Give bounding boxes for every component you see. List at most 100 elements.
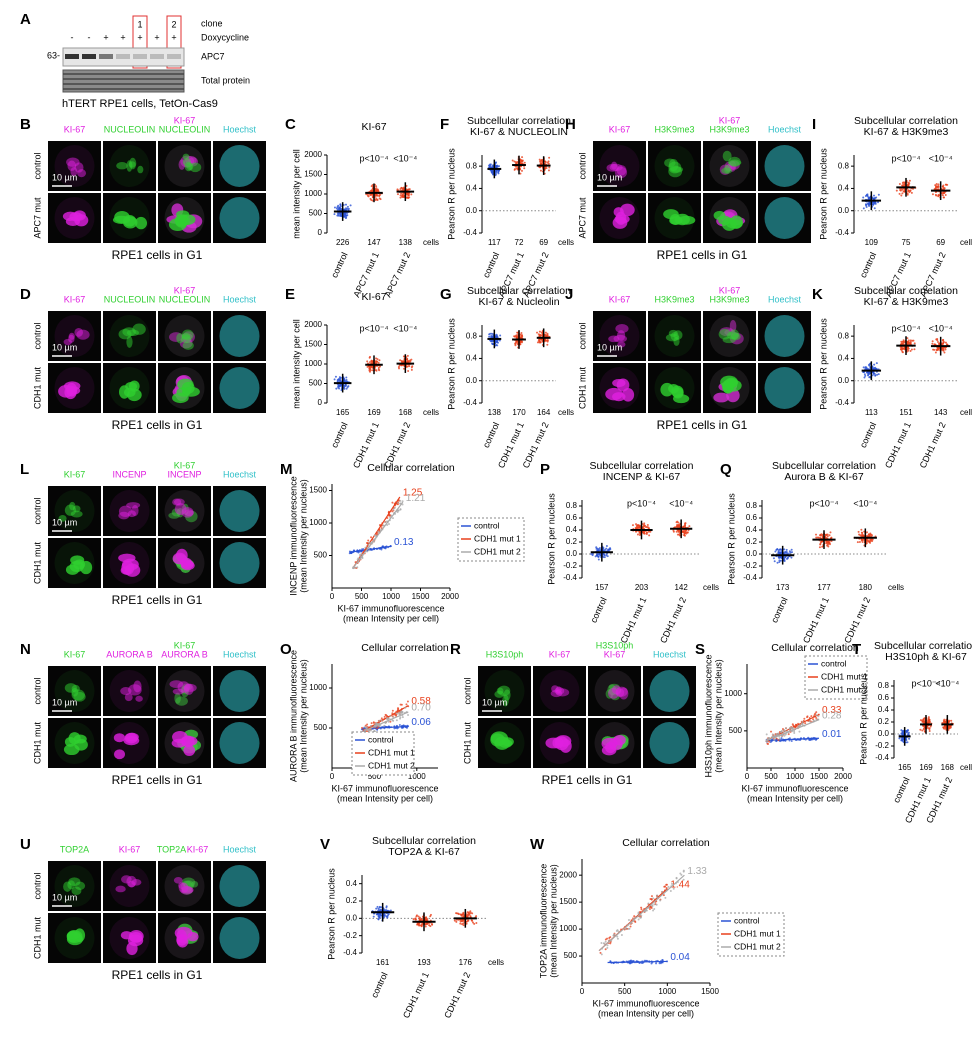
- point: [780, 730, 783, 733]
- slope-label: 0.13: [394, 537, 414, 548]
- dot: [491, 342, 494, 345]
- point: [647, 902, 650, 905]
- panel-letter: M: [280, 461, 293, 478]
- dot: [818, 546, 821, 549]
- point: [391, 501, 394, 504]
- panel-letter: W: [530, 836, 545, 853]
- fit-line: [352, 496, 401, 569]
- dot: [913, 342, 916, 345]
- dox-label: Doxycycline: [201, 32, 249, 42]
- dot: [910, 191, 913, 194]
- channel-label: H3K9me3: [654, 124, 694, 134]
- dot: [877, 193, 880, 196]
- y-tick-label: -0.2: [563, 561, 577, 570]
- y-tick-label: 0.4: [878, 705, 890, 714]
- blob: [118, 553, 136, 563]
- dot: [907, 183, 910, 186]
- dot: [376, 198, 379, 201]
- point: [785, 727, 788, 730]
- dot: [377, 366, 380, 369]
- clone-label: clone: [201, 18, 223, 28]
- point: [651, 905, 654, 908]
- blob: [181, 334, 191, 344]
- dot: [389, 909, 392, 912]
- dot: [868, 201, 871, 204]
- dot: [597, 553, 600, 556]
- plot-title: Subcellular correlation: [467, 115, 571, 127]
- dot: [927, 716, 930, 719]
- dot: [942, 184, 945, 187]
- y-axis-label: INCENP immunofluorescence: [288, 476, 298, 595]
- blob: [729, 329, 740, 340]
- panel-letter: K: [812, 286, 823, 303]
- channel-label: Hoechst: [653, 649, 687, 659]
- dot: [947, 725, 950, 728]
- point: [356, 566, 359, 569]
- cell-count: 69: [539, 238, 548, 247]
- dot: [785, 557, 788, 560]
- plot-title: KI-67 & H3K9me3: [864, 126, 949, 138]
- y-tick-label: 0.8: [566, 501, 578, 510]
- point: [672, 887, 675, 890]
- dot: [514, 168, 517, 171]
- dot: [548, 156, 551, 159]
- dot: [873, 207, 876, 210]
- category: CDH1 mut 2: [658, 596, 688, 645]
- blob: [181, 386, 200, 397]
- dot: [675, 521, 678, 524]
- nucleus: [219, 722, 260, 764]
- point: [396, 511, 399, 514]
- dot: [457, 913, 460, 916]
- y-axis-label: Pearson R per nucleus: [326, 868, 336, 960]
- caption: RPE1 cells in G1: [542, 773, 633, 787]
- point: [766, 742, 769, 745]
- dot: [860, 531, 863, 534]
- channel-label: TOP2A: [60, 844, 89, 854]
- y-tick-label: 1000: [304, 359, 322, 368]
- blob: [184, 161, 193, 172]
- category: control: [481, 251, 501, 280]
- dot: [790, 556, 793, 559]
- x-axis-label: KI-67 immunofluorescence: [741, 783, 848, 793]
- dot: [902, 339, 905, 342]
- dot: [347, 385, 350, 388]
- point: [665, 883, 668, 886]
- point: [640, 908, 643, 911]
- dot: [635, 524, 638, 527]
- dot: [370, 185, 373, 188]
- x-tick-label: 1000: [658, 987, 676, 996]
- dot: [631, 524, 634, 527]
- point: [600, 953, 603, 956]
- dot: [337, 204, 340, 207]
- point: [778, 737, 781, 740]
- point: [803, 717, 806, 720]
- dot: [594, 555, 597, 558]
- dot: [861, 539, 864, 542]
- point: [391, 709, 394, 712]
- nucleus: [764, 197, 805, 239]
- dot: [873, 194, 876, 197]
- channel-label: KI-67: [609, 124, 631, 134]
- dot: [415, 915, 418, 918]
- y-tick-label: 0.0: [878, 729, 890, 738]
- dot: [489, 164, 492, 167]
- blob: [496, 687, 504, 695]
- row-label: CDH1 mut: [32, 917, 42, 960]
- point: [653, 903, 656, 906]
- dot: [378, 369, 381, 372]
- y-tick-label: 1500: [304, 170, 322, 179]
- dot: [936, 337, 939, 340]
- dot: [864, 195, 867, 198]
- row-label: CDH1 mut: [462, 722, 472, 765]
- blob: [169, 680, 184, 689]
- plot-title: KI-67 & H3K9me3: [864, 296, 949, 308]
- dot: [908, 737, 911, 740]
- point: [396, 501, 399, 504]
- dot: [396, 193, 399, 196]
- dot: [935, 185, 938, 188]
- dot: [498, 339, 501, 342]
- cell-count: 147: [367, 238, 381, 247]
- cell-count: 157: [595, 583, 609, 592]
- dot: [523, 167, 526, 170]
